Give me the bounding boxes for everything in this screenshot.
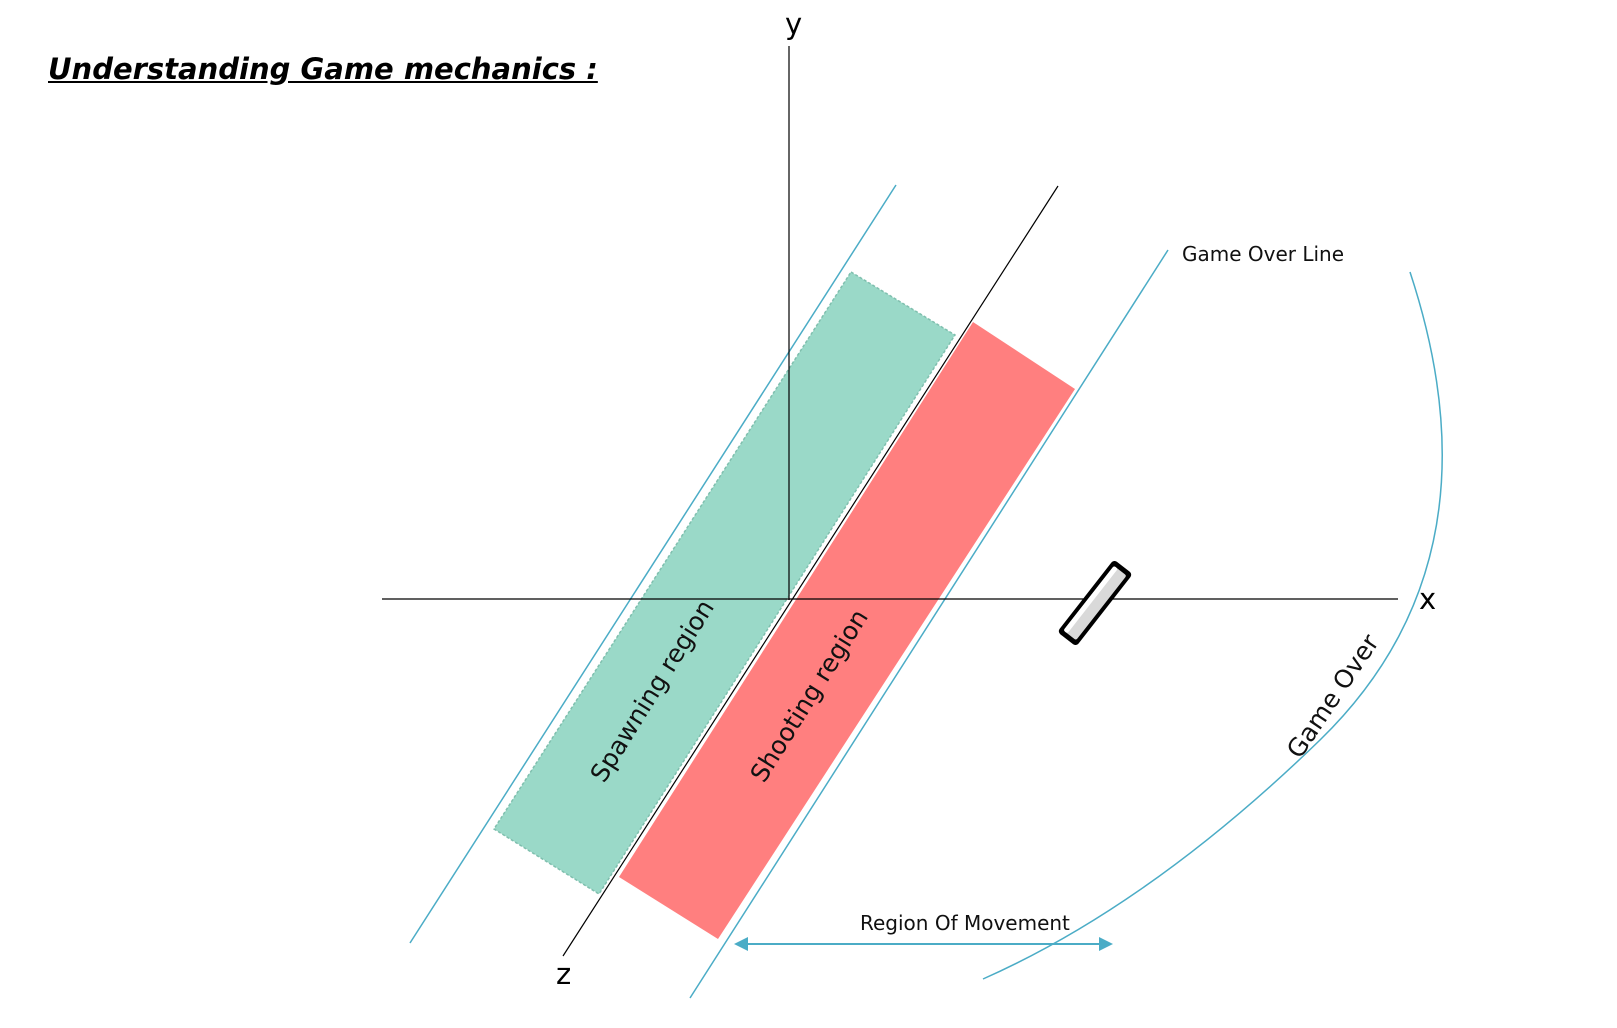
shooting-region (619, 322, 1075, 939)
arrow-head-left-icon (734, 937, 748, 951)
z-axis (562, 185, 1059, 957)
x-axis-label: x (1419, 582, 1436, 616)
spawning-boundary-line (409, 184, 897, 944)
tilted-device-icon (1058, 560, 1132, 646)
arrow-head-right-icon (1099, 937, 1113, 951)
game-over-line-label: Game Over Line (1182, 242, 1344, 266)
game-over-label: Game Over (1281, 628, 1385, 763)
spawning-region (492, 270, 957, 896)
page-title: Understanding Game mechanics : (48, 52, 598, 86)
game-over-line (689, 249, 1169, 999)
z-axis-label: z (556, 957, 571, 991)
y-axis-label: y (785, 7, 802, 41)
region-of-movement-label: Region Of Movement (860, 911, 1070, 935)
game-over-arc (982, 271, 1443, 980)
